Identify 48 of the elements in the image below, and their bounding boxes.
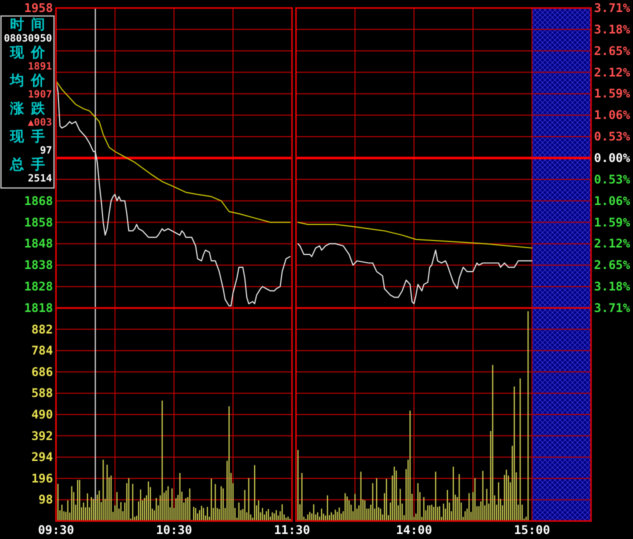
text: 现价 [9, 45, 52, 61]
text: 涨跌 [9, 101, 52, 117]
text: 1907 [28, 90, 52, 100]
y-tick-label: 1838 [24, 258, 53, 272]
y-tick-label: 294 [31, 450, 53, 464]
y2-tick-label: 1.06% [594, 194, 631, 208]
y-tick-label: 196 [31, 471, 53, 486]
y-tick-label: 1828 [24, 280, 53, 294]
text: 总手 [9, 156, 52, 173]
x-tick-label: 15:00 [514, 523, 550, 537]
y-tick-label: 1858 [24, 215, 53, 230]
text: 2514 [28, 174, 52, 184]
text: 97 [40, 146, 52, 156]
y2-tick-label: 2.12% [594, 236, 631, 251]
x-tick-label: 10:30 [156, 523, 192, 537]
y-tick-label: 1848 [24, 236, 53, 251]
y-tick-label: 686 [31, 364, 53, 379]
y2-tick-label: 1.06% [594, 108, 631, 122]
text: 均价 [9, 73, 52, 89]
y-tick-label: 1958 [24, 1, 53, 15]
y2-tick-label: 2.65% [594, 44, 631, 58]
text: 08030950 [4, 34, 52, 44]
y-tick-label: 784 [31, 344, 53, 358]
text: 现手 [9, 128, 52, 145]
text: 1891 [28, 62, 52, 72]
y2-tick-label: 2.65% [594, 258, 631, 272]
y-tick-label: 882 [31, 322, 53, 336]
y2-tick-label: 0.00% [594, 151, 631, 165]
y-tick-label: 392 [31, 428, 53, 443]
y2-tick-label: 2.12% [594, 65, 631, 80]
y2-tick-label: 3.71% [594, 1, 631, 15]
y-tick-label: 98 [38, 492, 53, 507]
y2-tick-label: 1.59% [594, 86, 631, 101]
text: 时间 [10, 17, 52, 33]
x-tick-label: 11:30 [274, 523, 310, 537]
y2-tick-label: 3.18% [594, 22, 631, 36]
y-tick-label: 1868 [24, 194, 53, 208]
y2-tick-label: 3.71% [594, 301, 631, 315]
y-tick-label: 1818 [24, 301, 53, 315]
y2-tick-label: 0.53% [594, 130, 631, 144]
y2-tick-label: 0.53% [594, 172, 631, 186]
x-tick-label: 14:00 [396, 523, 432, 537]
y-tick-label: 490 [31, 408, 53, 422]
x-tick-label: 09:30 [38, 523, 74, 537]
y-tick-label: 588 [31, 386, 53, 400]
y2-tick-label: 1.59% [594, 215, 631, 230]
y2-tick-label: 3.18% [594, 280, 631, 294]
text: ▲003 [28, 118, 52, 128]
